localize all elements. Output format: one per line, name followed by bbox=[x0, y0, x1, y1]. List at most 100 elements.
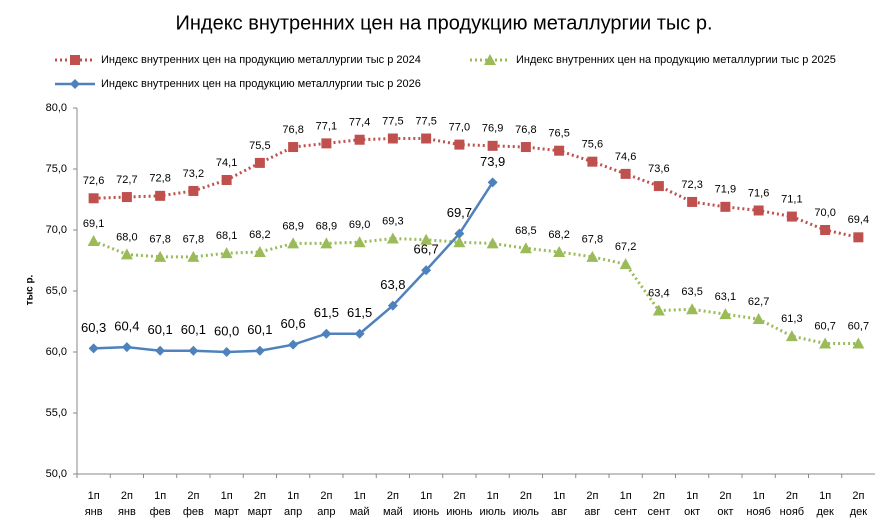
data-label: 60,7 bbox=[848, 320, 869, 332]
legend-marker bbox=[484, 54, 496, 65]
marker bbox=[221, 174, 232, 185]
x-tick-label: 1п bbox=[354, 490, 366, 502]
marker bbox=[752, 313, 765, 325]
x-tick-label: нояб bbox=[746, 506, 770, 518]
marker bbox=[87, 234, 100, 246]
marker bbox=[188, 185, 199, 196]
marker bbox=[786, 211, 797, 222]
legend-label: Индекс внутренних цен на продукцию метал… bbox=[101, 54, 421, 66]
x-tick-label: 1п bbox=[819, 490, 831, 502]
data-label: 77,5 bbox=[415, 115, 436, 127]
x-tick-label: 1п bbox=[420, 490, 432, 502]
marker bbox=[719, 308, 732, 320]
data-label: 71,9 bbox=[715, 184, 736, 196]
marker bbox=[720, 201, 731, 212]
x-tick-label: 2п bbox=[719, 490, 731, 502]
data-label: 73,9 bbox=[480, 154, 505, 169]
marker bbox=[287, 237, 300, 249]
marker bbox=[288, 142, 299, 153]
data-label: 69,1 bbox=[83, 218, 104, 230]
series-line bbox=[93, 137, 859, 239]
marker bbox=[354, 328, 365, 339]
x-tick-label: 2п bbox=[586, 490, 598, 502]
data-label: 76,8 bbox=[282, 124, 303, 136]
data-label: 60,1 bbox=[247, 322, 272, 337]
x-tick-label: май bbox=[383, 506, 403, 518]
data-label: 76,8 bbox=[515, 124, 536, 136]
x-tick-label: 2п bbox=[121, 490, 133, 502]
marker bbox=[387, 133, 398, 144]
x-tick-label: 2п bbox=[187, 490, 199, 502]
marker bbox=[852, 337, 865, 349]
y-tick-label: 50,0 bbox=[46, 468, 67, 480]
x-tick-label: 1п bbox=[753, 490, 765, 502]
data-label: 71,1 bbox=[781, 193, 802, 205]
marker bbox=[320, 237, 333, 249]
data-label: 67,2 bbox=[615, 241, 636, 253]
x-tick-label: фев bbox=[183, 506, 204, 518]
x-tick-label: апр bbox=[317, 506, 335, 518]
marker bbox=[619, 258, 632, 270]
x-tick-label: янв bbox=[85, 506, 103, 518]
y-tick-label: 60,0 bbox=[46, 346, 67, 358]
marker bbox=[653, 181, 664, 192]
x-tick-label: 2п bbox=[852, 490, 864, 502]
data-label: 72,7 bbox=[116, 174, 137, 186]
data-label: 68,5 bbox=[515, 225, 536, 237]
x-tick-label: фев bbox=[150, 506, 171, 518]
data-label: 72,6 bbox=[83, 175, 104, 187]
marker bbox=[454, 228, 465, 239]
data-label: 60,1 bbox=[181, 322, 206, 337]
marker bbox=[519, 242, 532, 254]
marker bbox=[820, 225, 831, 235]
y-axis-label: тыс р. bbox=[25, 274, 36, 305]
x-tick-label: авг bbox=[551, 506, 567, 518]
marker bbox=[88, 193, 99, 204]
data-label: 75,6 bbox=[582, 139, 603, 151]
marker bbox=[620, 168, 631, 179]
marker bbox=[321, 328, 332, 339]
data-label: 70,0 bbox=[814, 207, 835, 219]
marker bbox=[120, 248, 133, 260]
data-label: 60,0 bbox=[214, 323, 239, 338]
data-label: 61,5 bbox=[347, 305, 372, 320]
data-label: 68,9 bbox=[316, 220, 337, 232]
x-tick-label: 2п bbox=[320, 490, 332, 502]
x-tick-label: нояб bbox=[780, 506, 804, 518]
marker bbox=[520, 142, 531, 153]
x-tick-label: 1п bbox=[487, 490, 499, 502]
data-label: 62,7 bbox=[748, 296, 769, 308]
data-label: 61,3 bbox=[781, 313, 802, 325]
data-label: 76,5 bbox=[548, 128, 569, 140]
data-label: 60,4 bbox=[114, 319, 139, 334]
marker bbox=[421, 265, 432, 276]
marker bbox=[155, 190, 166, 201]
data-label: 69,4 bbox=[848, 214, 869, 226]
marker bbox=[420, 233, 433, 245]
marker bbox=[353, 236, 366, 248]
data-label: 73,6 bbox=[648, 163, 669, 175]
marker bbox=[753, 205, 764, 216]
x-tick-label: сент bbox=[648, 506, 671, 518]
x-tick-label: март bbox=[214, 506, 239, 518]
marker bbox=[819, 337, 832, 349]
marker bbox=[121, 342, 132, 353]
data-label: 66,7 bbox=[413, 242, 438, 257]
x-tick-label: июль bbox=[479, 506, 506, 518]
chart-title: Индекс внутренних цен на продукцию метал… bbox=[175, 12, 712, 34]
data-label: 76,9 bbox=[482, 123, 503, 135]
marker bbox=[254, 345, 265, 356]
marker bbox=[387, 300, 398, 311]
data-label: 67,8 bbox=[183, 234, 204, 246]
data-label: 69,7 bbox=[447, 205, 472, 220]
data-label: 68,0 bbox=[116, 231, 137, 243]
marker bbox=[486, 237, 499, 249]
x-tick-label: 2п bbox=[786, 490, 798, 502]
x-tick-label: июнь bbox=[413, 506, 439, 518]
x-tick-label: дек bbox=[816, 506, 834, 518]
x-tick-label: 1п bbox=[88, 490, 100, 502]
legend-marker bbox=[70, 55, 80, 65]
marker bbox=[220, 247, 233, 259]
data-label: 69,0 bbox=[349, 219, 370, 231]
data-label: 69,3 bbox=[382, 215, 403, 227]
